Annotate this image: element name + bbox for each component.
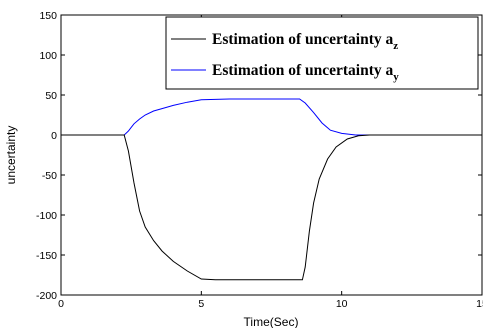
x-axis-label: Time(Sec) [244,315,299,328]
series-line-z [61,134,482,281]
legend: Estimation of uncertainty az Estimation … [165,16,479,90]
y-tick-label: -150 [36,250,57,262]
y-tick-label: 150 [39,10,57,22]
x-tick-label: 5 [198,298,204,310]
series-line-y [61,98,482,136]
x-tick-label: 15 [476,298,483,310]
x-tick-label: 0 [58,298,64,310]
legend-entry-ay: Estimation of uncertainty ay [212,62,399,83]
y-tick-label: 50 [45,90,57,102]
legend-entry-az: Estimation of uncertainty az [212,31,398,52]
y-axis: 150 100 50 0 -50 -100 -150 -200 [36,10,482,302]
y-tick-label: -200 [36,290,57,302]
series-layer [61,98,482,281]
y-tick-label: 0 [51,130,57,142]
x-axis: 0 5 10 15 [58,15,483,310]
x-tick-label: 10 [336,298,348,310]
y-tick-label: -50 [42,170,57,182]
legend-box [165,16,479,90]
y-tick-label: -100 [36,210,57,222]
y-tick-label: 100 [39,50,57,62]
y-axis-label: uncertainty [4,126,18,185]
